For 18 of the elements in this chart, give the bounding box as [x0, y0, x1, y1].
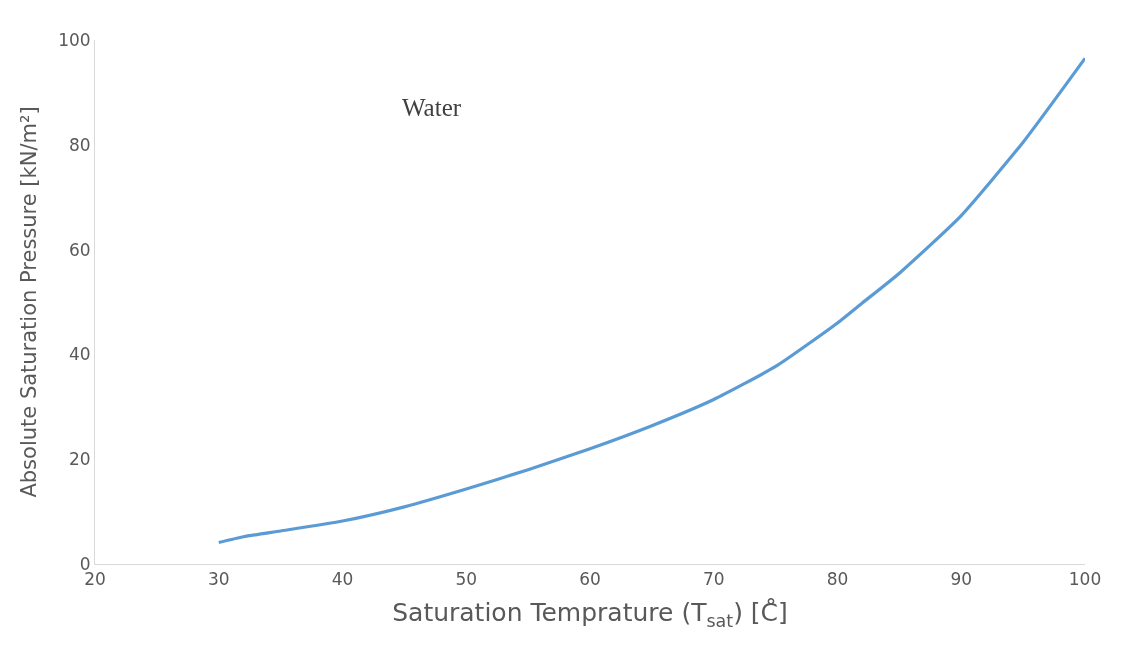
y-tick-label: 20	[68, 449, 91, 470]
x-tick-label: 60	[579, 569, 601, 590]
x-tick-label: 50	[455, 569, 478, 590]
line-series	[217, 56, 1085, 545]
y-tick-label: 100	[58, 29, 91, 50]
y-axis-title: Absolute Saturation Pressure [kN/m²]	[17, 106, 42, 498]
x-axis-title: Saturation Temprature (T$_{sat}$) [C̊]	[392, 597, 788, 631]
x-tick-label: 40	[331, 569, 354, 590]
x-tick-label: 80	[826, 569, 849, 590]
x-tick-label: 30	[207, 569, 230, 590]
y-tick-label: 60	[68, 239, 91, 260]
x-tick-label: 20	[84, 569, 106, 590]
y-tick-label: 80	[68, 134, 91, 155]
annotation: Water	[402, 94, 462, 121]
x-tick-label: 90	[950, 569, 973, 590]
x-tick-label: 70	[702, 569, 725, 590]
x-tick-label: 100	[1068, 569, 1102, 590]
y-tick-label: 40	[68, 344, 91, 365]
